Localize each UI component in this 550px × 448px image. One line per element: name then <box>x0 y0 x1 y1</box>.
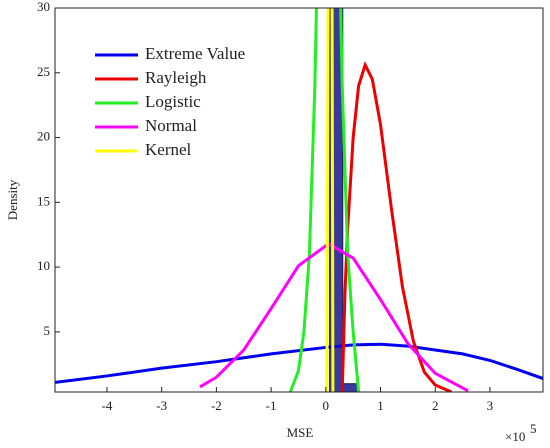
y-tick-label: 15 <box>37 193 50 208</box>
density-curve <box>325 8 335 392</box>
y-tick-label: 30 <box>37 0 50 14</box>
x-tick-label: 2 <box>432 398 439 413</box>
y-axis-label: Density <box>5 179 20 220</box>
x-tick-label: -3 <box>156 398 167 413</box>
legend-label: Extreme Value <box>145 44 245 63</box>
x-multiplier: ×10 <box>505 429 525 444</box>
legend-label: Rayleigh <box>145 68 207 87</box>
y-tick-label: 20 <box>37 129 50 144</box>
x-tick-label: 3 <box>487 398 494 413</box>
legend-label: Logistic <box>145 92 201 111</box>
density-curve <box>55 342 543 384</box>
x-tick-label: -2 <box>211 398 222 413</box>
x-axis-label: MSE <box>287 425 314 440</box>
histogram-bar <box>342 383 360 392</box>
x-tick-label: -4 <box>102 398 113 413</box>
y-tick-label: 25 <box>37 64 50 79</box>
y-tick-label: 5 <box>44 323 51 338</box>
plot-area <box>55 8 543 392</box>
x-tick-label: -1 <box>266 398 277 413</box>
y-tick-label: 10 <box>37 258 50 273</box>
density-curve <box>288 8 361 392</box>
x-tick-label: 0 <box>323 398 330 413</box>
x-multiplier-exp: 5 <box>530 421 537 436</box>
legend-label: Normal <box>145 116 197 135</box>
x-tick-label: 1 <box>377 398 384 413</box>
legend-label: Kernel <box>145 140 192 159</box>
axes-frame <box>54 7 544 393</box>
plot-content <box>55 8 543 392</box>
density-curve <box>340 61 453 392</box>
